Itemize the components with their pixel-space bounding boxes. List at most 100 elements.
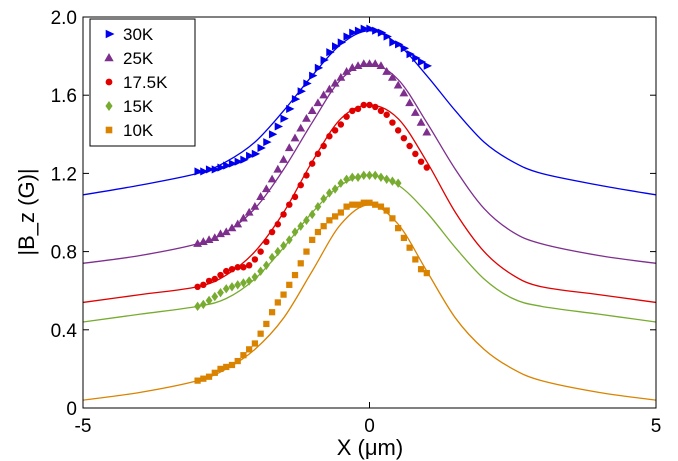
- data-point: [286, 104, 295, 113]
- data-point: [326, 48, 335, 57]
- x-tick-label: 0: [364, 416, 375, 437]
- data-point: [366, 170, 373, 181]
- data-point: [376, 61, 386, 69]
- data-point: [389, 176, 396, 186]
- legend-label: 10K: [123, 121, 154, 140]
- data-point: [417, 266, 425, 273]
- data-point: [423, 269, 430, 277]
- data-point: [291, 227, 299, 237]
- data-point: [303, 248, 310, 255]
- data-point: [308, 160, 316, 167]
- data-point: [205, 373, 213, 380]
- data-point: [297, 87, 306, 96]
- data-point: [291, 193, 299, 201]
- data-point: [234, 264, 241, 271]
- data-point: [194, 301, 201, 312]
- data-point: [251, 256, 259, 263]
- legend-entry-3: 15K: [105, 97, 154, 116]
- data-point: [240, 352, 247, 359]
- data-point: [200, 167, 209, 176]
- legend-label: 25K: [123, 49, 154, 68]
- data-point: [348, 172, 356, 182]
- data-point: [354, 26, 364, 35]
- legend-marker: [105, 29, 115, 39]
- data-point: [360, 170, 368, 181]
- legend-entry-4: 10K: [105, 121, 154, 140]
- data-point: [406, 142, 413, 150]
- data-point: [405, 98, 415, 107]
- legend-label: 15K: [123, 97, 154, 116]
- data-point: [360, 24, 369, 33]
- data-point: [268, 228, 276, 236]
- data-point: [313, 98, 323, 107]
- x-axis-label: X (μm): [337, 435, 403, 460]
- data-point: [416, 117, 426, 126]
- data-point: [389, 119, 396, 126]
- data-point: [290, 133, 300, 142]
- data-markers: [193, 24, 432, 384]
- data-point: [193, 239, 203, 247]
- data-point: [332, 42, 341, 51]
- data-point: [372, 26, 381, 35]
- data-point: [263, 238, 270, 246]
- data-point: [246, 151, 255, 160]
- data-point: [286, 281, 293, 288]
- data-point: [234, 157, 243, 166]
- data-point: [349, 107, 356, 115]
- data-point: [228, 361, 236, 369]
- data-point: [324, 84, 334, 93]
- legend-label: 17.5K: [123, 73, 168, 92]
- data-point: [400, 234, 407, 242]
- data-point: [205, 165, 215, 174]
- data-point: [406, 244, 413, 251]
- data-point: [382, 67, 392, 75]
- data-point: [211, 291, 219, 302]
- data-point: [245, 276, 253, 286]
- data-point: [331, 184, 339, 194]
- data-point: [257, 266, 265, 276]
- data-point: [257, 248, 264, 255]
- data-point: [309, 236, 316, 243]
- data-point: [372, 103, 379, 111]
- data-point: [330, 78, 340, 87]
- data-point: [343, 174, 350, 184]
- data-point: [360, 199, 367, 206]
- data-point: [320, 223, 327, 230]
- data-point: [354, 172, 362, 182]
- data-point: [320, 194, 328, 204]
- data-point: [372, 201, 379, 208]
- data-point: [307, 106, 317, 114]
- data-point: [394, 127, 402, 134]
- data-point: [314, 150, 322, 158]
- data-point: [354, 201, 362, 208]
- data-point: [296, 123, 306, 132]
- data-point: [412, 256, 419, 263]
- data-point: [395, 40, 404, 49]
- data-point: [239, 213, 248, 222]
- data-point: [279, 155, 288, 163]
- data-point: [263, 138, 272, 147]
- data-point: [297, 181, 304, 189]
- data-point: [280, 211, 287, 218]
- data-point: [221, 227, 231, 236]
- data-point: [309, 71, 318, 80]
- data-point: [394, 178, 402, 188]
- data-point: [337, 38, 347, 47]
- data-point: [377, 172, 385, 182]
- data-point: [251, 340, 259, 347]
- data-point: [302, 113, 311, 122]
- data-point: [400, 44, 410, 53]
- data-point: [194, 283, 201, 291]
- data-point: [388, 72, 397, 81]
- data-point: [223, 161, 232, 170]
- data-point: [337, 121, 345, 128]
- data-point: [200, 281, 207, 289]
- data-point: [280, 114, 289, 123]
- y-tick-label: 1.2: [51, 164, 77, 185]
- data-point: [251, 272, 259, 282]
- data-point: [343, 113, 350, 120]
- data-point: [399, 88, 409, 97]
- data-point: [274, 246, 282, 257]
- data-point: [199, 299, 207, 310]
- y-axis-label: |B_z (G)|: [14, 168, 39, 255]
